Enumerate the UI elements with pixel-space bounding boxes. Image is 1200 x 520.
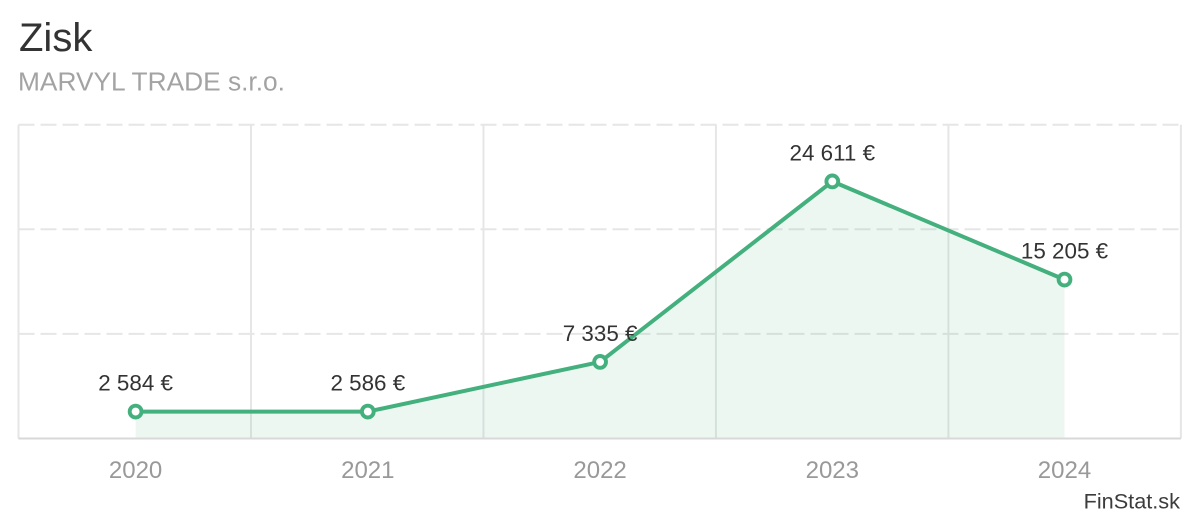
svg-text:15 205 €: 15 205 € xyxy=(1021,239,1109,264)
svg-text:24 611 €: 24 611 € xyxy=(790,140,876,165)
svg-text:2 584 €: 2 584 € xyxy=(98,371,173,396)
svg-text:2 586 €: 2 586 € xyxy=(330,371,405,396)
svg-text:FinStat.sk: FinStat.sk xyxy=(1084,489,1181,514)
svg-text:2024: 2024 xyxy=(1038,457,1091,484)
svg-text:7 335 €: 7 335 € xyxy=(563,321,638,346)
svg-text:Zisk: Zisk xyxy=(19,16,93,60)
svg-text:2021: 2021 xyxy=(341,457,394,484)
svg-text:2023: 2023 xyxy=(806,457,859,484)
svg-text:2022: 2022 xyxy=(573,457,626,484)
svg-text:2020: 2020 xyxy=(109,457,162,484)
svg-text:MARVYL TRADE s.r.o.: MARVYL TRADE s.r.o. xyxy=(18,66,285,96)
